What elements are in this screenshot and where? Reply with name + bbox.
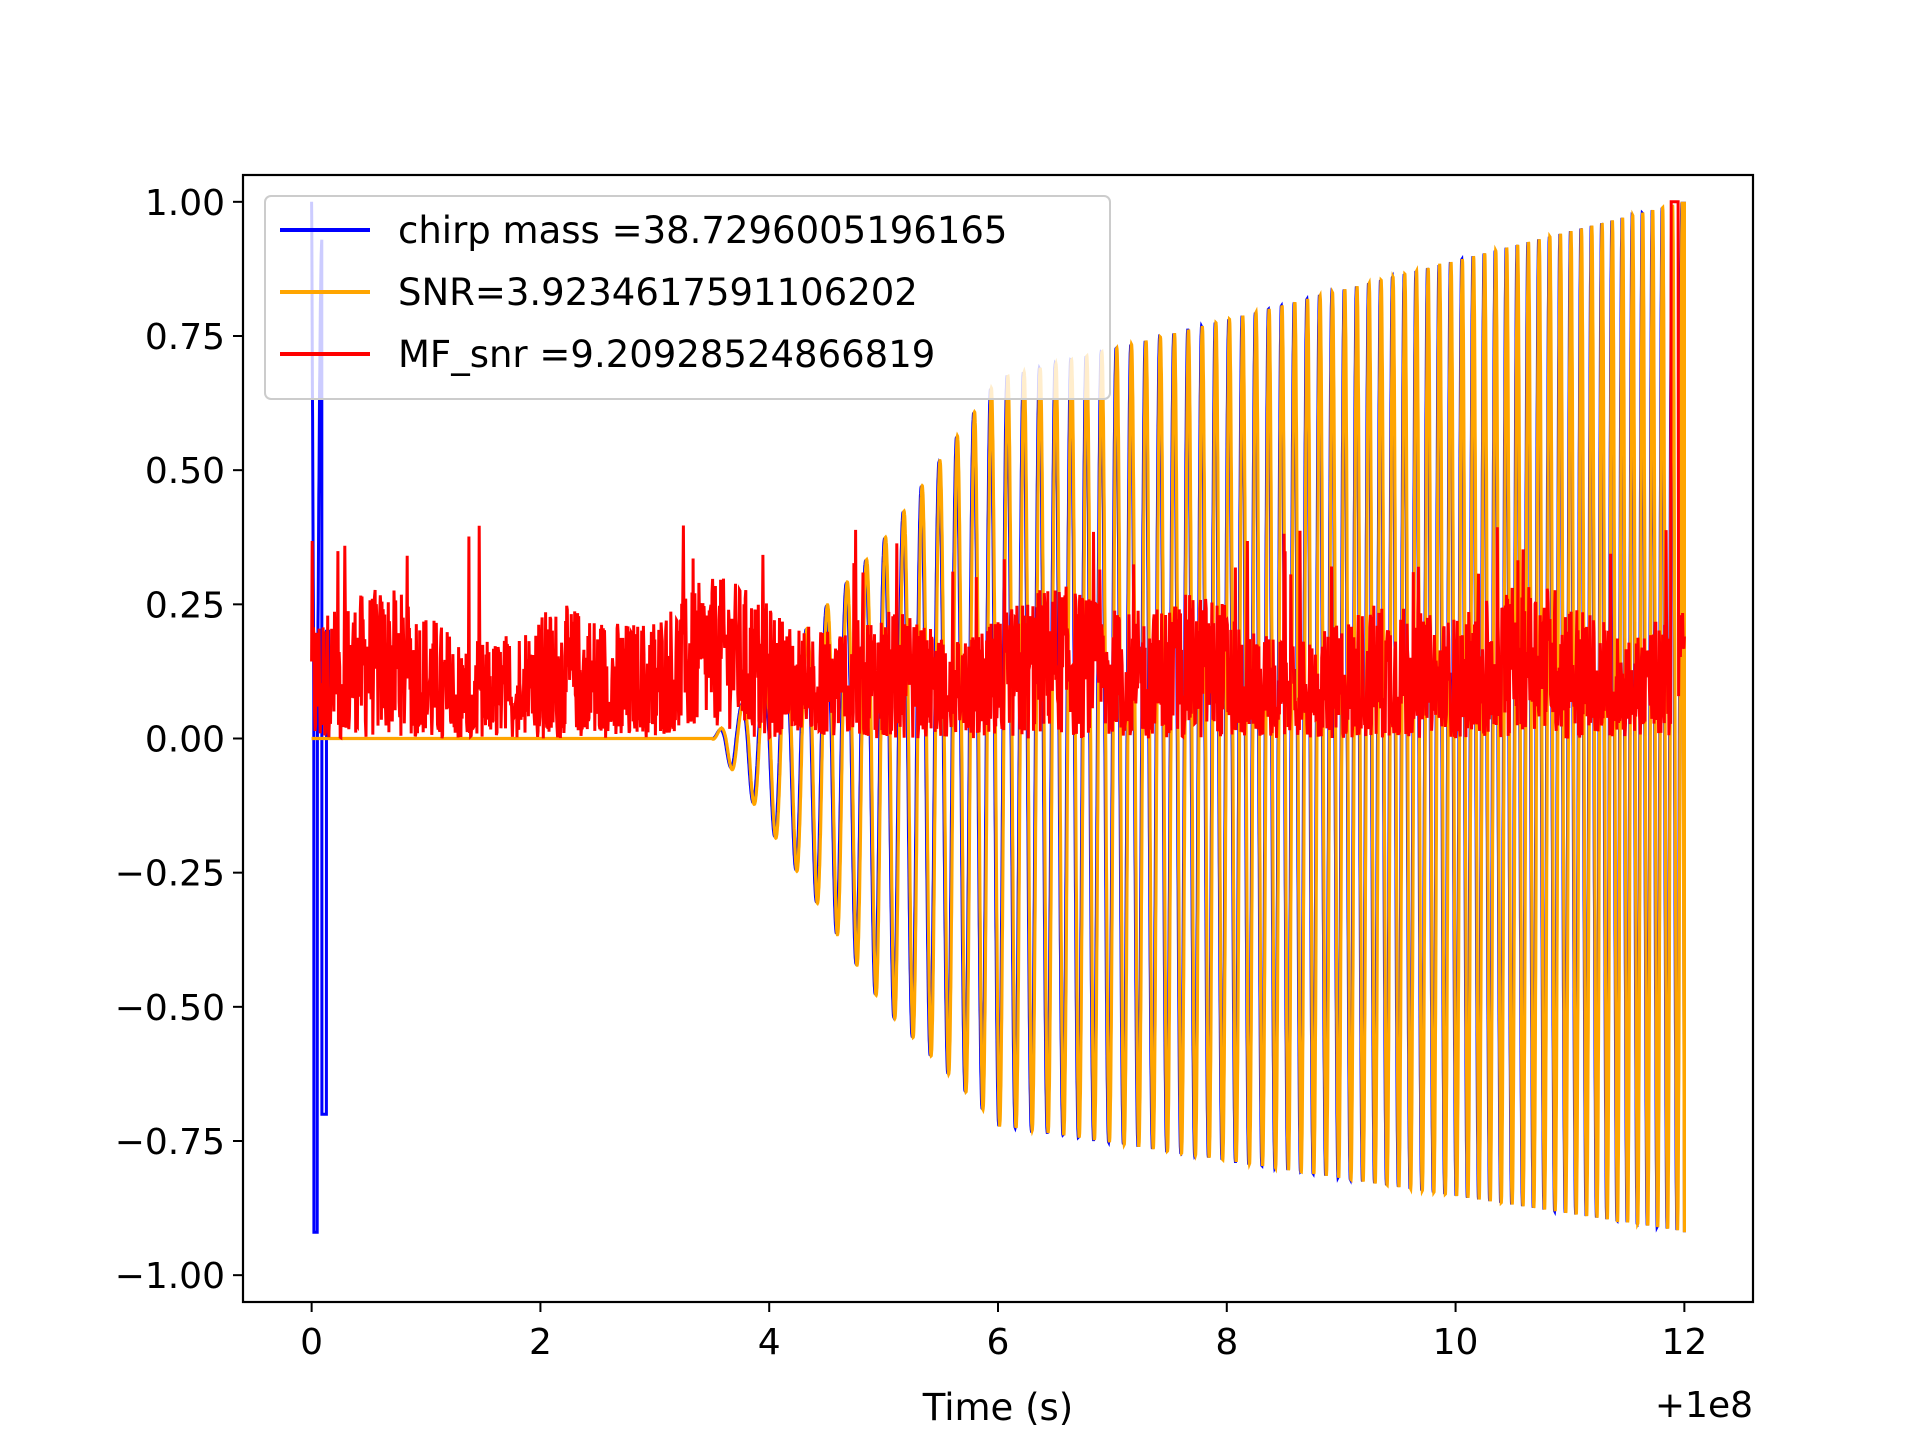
x-tick-label: 2 xyxy=(529,1322,552,1363)
x-tick-label: 6 xyxy=(987,1322,1010,1363)
axes-ticks: 0 2 4 6 8 10 12 1.00 0.75 0.50 0.25 0.00 −0.25 −0.50 −… xyxy=(115,183,1708,1363)
x-axis-label: Time (s) xyxy=(922,1386,1073,1429)
plot-area xyxy=(310,200,1686,1234)
y-tick-label: 0.25 xyxy=(145,585,225,626)
x-tick-label: 0 xyxy=(300,1322,323,1363)
legend-box xyxy=(264,195,1111,400)
series-line-mf-snr xyxy=(310,200,1686,741)
legend-label: SNR=3.9234617591106202 xyxy=(398,271,918,314)
legend-label: MF_snr =9.20928524866819 xyxy=(398,333,935,376)
y-tick-label: 0.00 xyxy=(145,720,225,761)
y-tick-label: −1.00 xyxy=(115,1256,225,1297)
legend-label: chirp mass =38.7296005196165 xyxy=(398,209,1007,252)
x-axis-offset-label: +1e8 xyxy=(1655,1385,1753,1426)
x-tick-label: 4 xyxy=(758,1322,781,1363)
x-tick-label: 8 xyxy=(1215,1322,1238,1363)
y-tick-label: 0.75 xyxy=(145,317,225,358)
y-tick-label: 1.00 xyxy=(145,183,225,224)
y-tick-label: −0.25 xyxy=(115,854,225,895)
y-tick-label: 0.50 xyxy=(145,451,225,492)
x-tick-label: 10 xyxy=(1433,1322,1479,1363)
y-tick-label: −0.50 xyxy=(115,988,225,1029)
series-line-snr xyxy=(311,201,1686,1233)
y-tick-label: −0.75 xyxy=(115,1122,225,1163)
legend: chirp mass =38.7296005196165 SNR=3.923461… xyxy=(264,195,1111,400)
x-tick-label: 12 xyxy=(1661,1322,1707,1363)
